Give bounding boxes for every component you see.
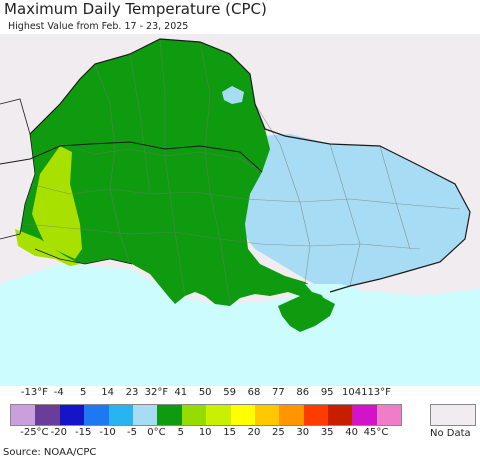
source-credit: Source: NOAA/CPC — [3, 447, 97, 458]
border-moldova — [34, 248, 133, 265]
region-light-blue-east — [238, 134, 470, 292]
celsius-tick-label: 25 — [272, 427, 285, 438]
region-lime-west — [32, 146, 82, 259]
legend-fahrenheit-labels: -13°F -4 5 14 23 32°F 41 50 59 68 77 86 95 104 113°F — [0, 387, 480, 401]
celsius-tick-label: -20 — [50, 427, 67, 438]
legend-swatch — [376, 405, 402, 425]
region-green-main — [20, 39, 325, 306]
legend-swatch — [132, 405, 158, 425]
fahrenheit-tick-label: -4 — [53, 387, 64, 398]
fahrenheit-tick-label: 113°F — [361, 387, 391, 398]
celsius-tick-label: 35 — [320, 427, 334, 438]
legend-swatch — [328, 405, 353, 425]
map-title: Maximum Daily Temperature (CPC) — [4, 0, 267, 18]
legend-swatch — [352, 405, 377, 425]
map-subtitle: Highest Value from Feb. 17 - 23, 2025 — [8, 21, 189, 32]
fahrenheit-tick-label: 14 — [101, 387, 114, 398]
legend-swatch — [279, 405, 304, 425]
fahrenheit-tick-label: 59 — [223, 387, 236, 398]
fahrenheit-tick-label: 95 — [320, 387, 334, 398]
region-lime-southwest — [15, 229, 80, 266]
legend-swatch — [59, 405, 85, 425]
celsius-tick-label: -10 — [99, 427, 116, 438]
legend-swatch — [108, 405, 133, 425]
temperature-map — [0, 34, 480, 386]
fahrenheit-tick-label: 86 — [296, 387, 310, 398]
legend-no-data-label: No Data — [430, 428, 471, 439]
fahrenheit-tick-label: 5 — [80, 387, 87, 398]
admin-boundaries — [24, 38, 461, 305]
celsius-tick-label: 40 — [345, 427, 358, 438]
fahrenheit-tick-label: 41 — [174, 387, 188, 398]
celsius-tick-label: 45°C — [363, 427, 389, 438]
fahrenheit-tick-label: 77 — [272, 387, 285, 398]
country-border — [29, 38, 471, 293]
celsius-tick-label: 20 — [247, 427, 261, 438]
fahrenheit-tick-label: 32°F — [144, 387, 169, 398]
legend-swatch — [157, 405, 182, 425]
celsius-tick-label: -25°C — [20, 427, 49, 438]
legend-swatch — [11, 405, 36, 425]
fahrenheit-tick-label: 104 — [342, 387, 362, 398]
legend-swatch — [230, 405, 255, 425]
black-sea — [0, 264, 480, 386]
border-belarus — [0, 141, 263, 173]
fahrenheit-tick-label: 68 — [247, 387, 261, 398]
celsius-tick-label: 30 — [296, 427, 310, 438]
celsius-tick-label: -15 — [75, 427, 92, 438]
celsius-tick-label: -5 — [127, 427, 137, 438]
legend-swatch — [35, 405, 60, 425]
region-crimea — [278, 296, 335, 332]
fahrenheit-tick-label: -13°F — [20, 387, 48, 398]
legend-swatch — [303, 405, 329, 425]
legend-no-data-swatch — [430, 404, 476, 426]
celsius-tick-label: 15 — [223, 427, 236, 438]
legend-swatch — [254, 405, 280, 425]
fahrenheit-tick-label: 23 — [125, 387, 139, 398]
border-west — [0, 98, 36, 240]
legend-swatch — [206, 405, 231, 425]
celsius-tick-label: 0°C — [147, 427, 166, 438]
legend-swatch — [181, 405, 207, 425]
legend-celsius-labels: -25°C -20 -15 -10 -5 0°C 5 10 15 20 25 30 35 40 45°C — [0, 427, 480, 441]
legend-swatch — [84, 405, 109, 425]
region-light-blue-spot — [222, 86, 244, 104]
legend-color-bar — [10, 404, 403, 426]
celsius-tick-label: 5 — [177, 427, 184, 438]
celsius-tick-label: 10 — [198, 427, 212, 438]
fahrenheit-tick-label: 50 — [198, 387, 212, 398]
